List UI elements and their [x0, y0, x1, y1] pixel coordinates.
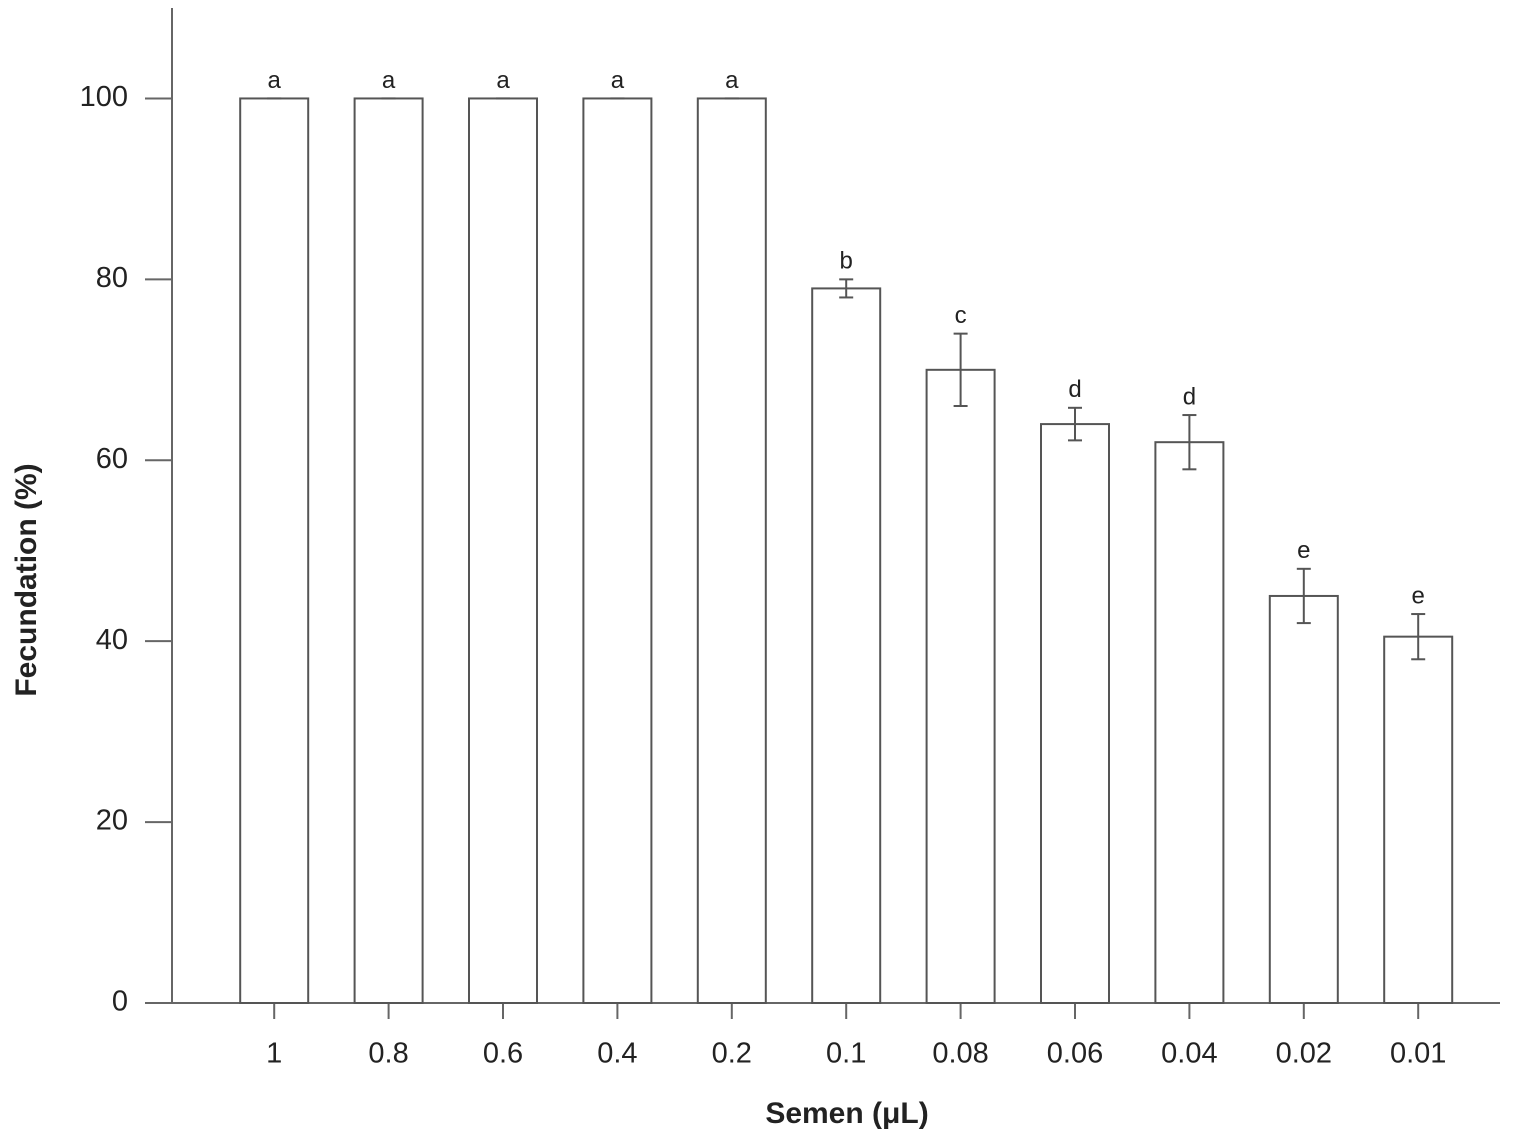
- y-tick-label: 60: [96, 443, 128, 475]
- x-tick-label: 0.02: [1276, 1038, 1332, 1070]
- bar: [468, 97, 538, 1005]
- bar: [925, 368, 996, 1004]
- error-bar: [1296, 567, 1311, 625]
- significance-letter: a: [268, 67, 282, 94]
- x-tick-label: 0.08: [932, 1038, 988, 1070]
- error-bar: [1068, 406, 1082, 442]
- bar: [239, 97, 310, 1005]
- x-tick-label: 0.4: [597, 1038, 637, 1070]
- bar: [1154, 441, 1225, 1004]
- x-tick-label: 0.06: [1047, 1038, 1103, 1070]
- y-tick-label: 20: [96, 805, 128, 837]
- error-bar: [1411, 613, 1426, 661]
- significance-letter: a: [496, 67, 510, 94]
- bar: [1383, 635, 1454, 1005]
- x-tick-label: 0.04: [1161, 1038, 1217, 1070]
- significance-letter: a: [382, 67, 396, 94]
- significance-letter: b: [840, 248, 853, 275]
- y-tick-label: 40: [96, 624, 128, 656]
- bar: [1040, 423, 1110, 1005]
- y-tick-label: 100: [80, 81, 128, 113]
- significance-letter: c: [955, 302, 967, 329]
- x-tick-label: 0.1: [826, 1038, 866, 1070]
- y-tick-label: 80: [96, 262, 128, 294]
- bar: [696, 97, 767, 1005]
- error-bar: [1182, 414, 1197, 471]
- y-axis-title: Fecundation (%): [10, 463, 43, 696]
- x-tick-label: 0.6: [483, 1038, 523, 1070]
- error-bar: [839, 278, 854, 299]
- x-tick-label: 0.8: [368, 1038, 408, 1070]
- bar: [1268, 594, 1339, 1004]
- bar: [811, 287, 882, 1004]
- significance-letter: d: [1183, 383, 1196, 410]
- error-bar: [953, 332, 968, 407]
- y-tick-label: 0: [112, 986, 128, 1018]
- x-tick-label: 0.2: [712, 1038, 752, 1070]
- x-tick-label: 0.01: [1390, 1038, 1446, 1070]
- significance-letter: a: [725, 67, 739, 94]
- significance-letter: e: [1412, 582, 1425, 609]
- bar: [353, 97, 424, 1005]
- x-tick-label: 1: [266, 1038, 282, 1070]
- significance-letter: d: [1068, 376, 1081, 403]
- x-axis-title: Semen (μL): [765, 1097, 928, 1130]
- significance-letter: a: [611, 67, 625, 94]
- bar: [582, 97, 653, 1005]
- significance-letter: e: [1297, 537, 1310, 564]
